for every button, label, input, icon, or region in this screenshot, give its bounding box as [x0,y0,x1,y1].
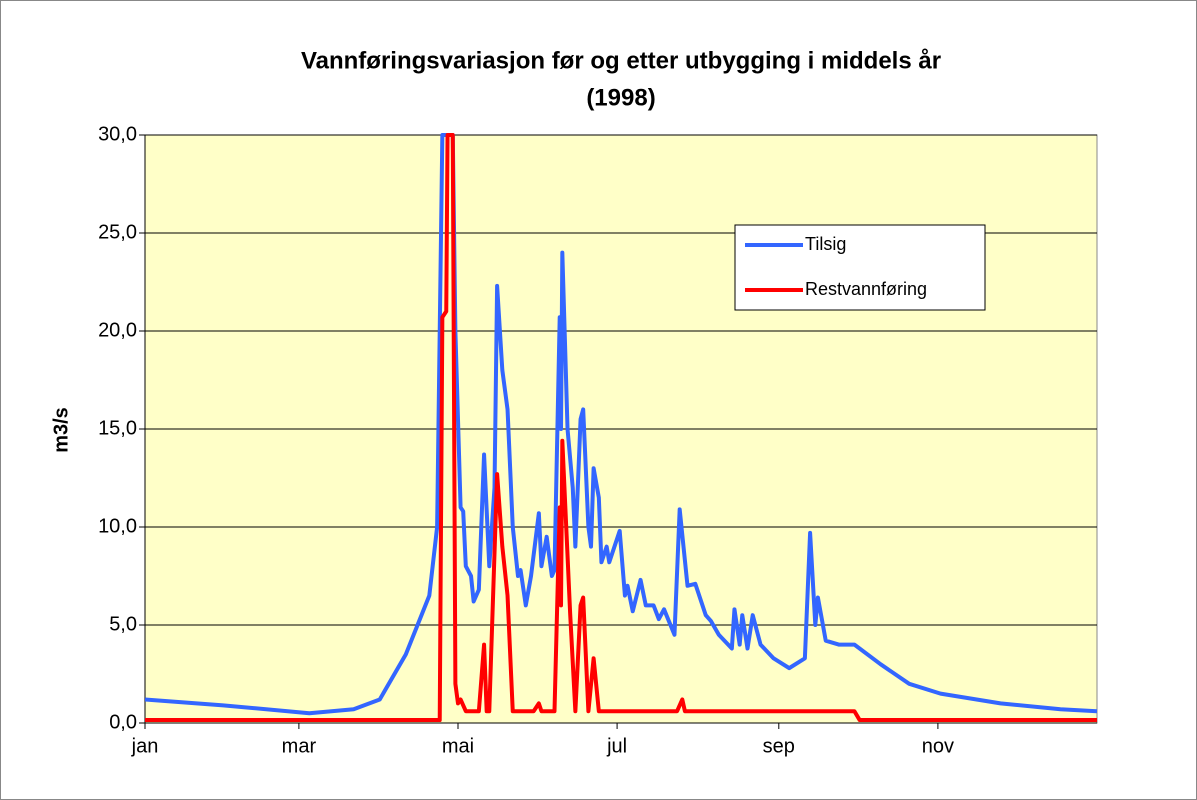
y-tick-label: 30,0 [98,123,137,145]
x-tick-label: jul [606,735,627,757]
x-tick-label: jan [131,735,159,757]
legend-box [734,224,986,311]
series-line [145,133,1097,723]
x-tick-label: nov [922,735,954,757]
chart-title: (1998) [586,84,655,111]
x-tick-label: sep [763,735,795,757]
x-tick-label: mar [282,735,317,757]
y-tick-label: 15,0 [98,417,137,439]
series-line [145,133,1097,716]
y-tick-label: 25,0 [98,221,137,243]
legend-label: Tilsig [805,234,846,254]
x-tick-label: mai [442,735,474,757]
y-tick-label: 20,0 [98,319,137,341]
y-tick-label: 0,0 [109,711,137,733]
y-tick-label: 5,0 [109,613,137,635]
legend-label: Restvannføring [805,279,927,299]
chart-title: Vannføringsvariasjon før og etter utbygg… [301,47,941,74]
y-tick-label: 10,0 [98,515,137,537]
y-axis-label: m3/s [50,407,72,453]
